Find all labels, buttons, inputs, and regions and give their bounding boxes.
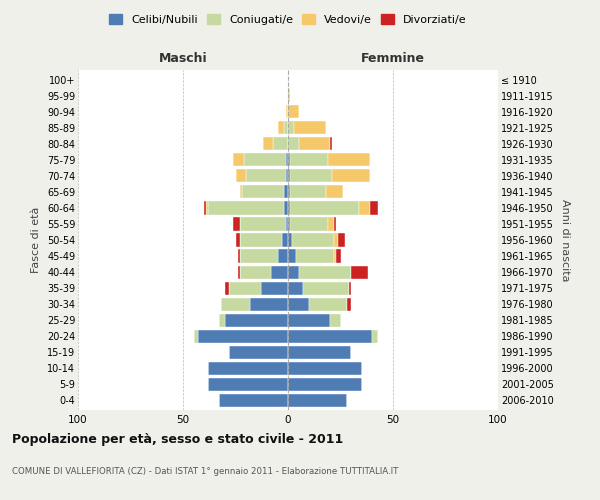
Bar bbox=[208, 202, 284, 214]
Bar bbox=[240, 266, 271, 278]
Bar bbox=[204, 202, 206, 214]
Bar bbox=[271, 266, 288, 278]
Bar bbox=[288, 378, 361, 391]
Bar bbox=[282, 234, 288, 246]
Bar bbox=[288, 298, 309, 310]
Y-axis label: Anni di nascita: Anni di nascita bbox=[560, 198, 571, 281]
Bar bbox=[238, 266, 240, 278]
Bar bbox=[347, 298, 351, 310]
Bar bbox=[242, 186, 284, 198]
Bar bbox=[235, 234, 240, 246]
Bar bbox=[290, 170, 332, 182]
Bar bbox=[277, 250, 288, 262]
Bar bbox=[290, 218, 328, 230]
Bar bbox=[277, 121, 284, 134]
Bar bbox=[288, 394, 347, 407]
Bar bbox=[288, 314, 330, 327]
Bar bbox=[240, 250, 277, 262]
Bar bbox=[233, 218, 240, 230]
Bar bbox=[299, 266, 351, 278]
Bar bbox=[284, 121, 288, 134]
Bar bbox=[288, 330, 372, 343]
Bar bbox=[239, 218, 286, 230]
Bar bbox=[235, 170, 246, 182]
Bar bbox=[290, 202, 359, 214]
Legend: Celibi/Nubili, Coniugati/e, Vedovi/e, Divorziati/e: Celibi/Nubili, Coniugati/e, Vedovi/e, Di… bbox=[106, 10, 470, 28]
Bar bbox=[328, 218, 334, 230]
Bar bbox=[288, 250, 296, 262]
Bar bbox=[240, 186, 242, 198]
Bar bbox=[338, 234, 345, 246]
Bar bbox=[288, 186, 290, 198]
Bar bbox=[349, 282, 351, 294]
Y-axis label: Fasce di età: Fasce di età bbox=[31, 207, 41, 273]
Bar bbox=[221, 298, 250, 310]
Bar bbox=[225, 314, 288, 327]
Bar bbox=[328, 153, 370, 166]
Bar bbox=[286, 105, 288, 118]
Bar bbox=[288, 137, 299, 150]
Bar bbox=[286, 170, 288, 182]
Bar bbox=[260, 282, 288, 294]
Bar bbox=[208, 378, 288, 391]
Bar bbox=[326, 186, 343, 198]
Bar bbox=[303, 282, 349, 294]
Bar bbox=[229, 282, 260, 294]
Bar bbox=[296, 250, 334, 262]
Bar bbox=[238, 250, 240, 262]
Bar bbox=[288, 153, 290, 166]
Bar bbox=[284, 202, 288, 214]
Bar bbox=[250, 298, 288, 310]
Bar bbox=[193, 330, 198, 343]
Bar bbox=[288, 170, 290, 182]
Bar bbox=[334, 250, 337, 262]
Bar bbox=[244, 153, 286, 166]
Bar bbox=[233, 153, 244, 166]
Bar bbox=[290, 186, 326, 198]
Bar bbox=[359, 202, 370, 214]
Bar bbox=[198, 330, 288, 343]
Bar bbox=[274, 137, 288, 150]
Bar bbox=[288, 202, 290, 214]
Bar bbox=[225, 282, 229, 294]
Bar bbox=[288, 362, 361, 375]
Text: Femmine: Femmine bbox=[361, 52, 425, 65]
Bar bbox=[208, 362, 288, 375]
Bar bbox=[290, 153, 328, 166]
Bar bbox=[332, 170, 370, 182]
Bar bbox=[240, 234, 282, 246]
Bar bbox=[292, 234, 334, 246]
Bar bbox=[206, 202, 208, 214]
Bar bbox=[295, 121, 326, 134]
Bar bbox=[218, 314, 225, 327]
Bar bbox=[299, 137, 330, 150]
Bar bbox=[288, 121, 295, 134]
Text: Popolazione per età, sesso e stato civile - 2011: Popolazione per età, sesso e stato civil… bbox=[12, 432, 343, 446]
Bar bbox=[309, 298, 347, 310]
Text: COMUNE DI VALLEFIORITA (CZ) - Dati ISTAT 1° gennaio 2011 - Elaborazione TUTTITAL: COMUNE DI VALLEFIORITA (CZ) - Dati ISTAT… bbox=[12, 468, 398, 476]
Bar bbox=[246, 170, 286, 182]
Bar bbox=[288, 218, 290, 230]
Text: Maschi: Maschi bbox=[158, 52, 208, 65]
Bar bbox=[370, 202, 379, 214]
Bar bbox=[229, 346, 288, 359]
Bar bbox=[334, 218, 337, 230]
Bar bbox=[334, 234, 338, 246]
Bar bbox=[263, 137, 274, 150]
Bar bbox=[372, 330, 379, 343]
Bar bbox=[218, 394, 288, 407]
Bar bbox=[286, 153, 288, 166]
Bar bbox=[330, 314, 341, 327]
Bar bbox=[288, 105, 299, 118]
Bar bbox=[286, 218, 288, 230]
Bar bbox=[337, 250, 341, 262]
Bar bbox=[351, 266, 368, 278]
Bar bbox=[288, 346, 351, 359]
Bar bbox=[288, 266, 299, 278]
Bar bbox=[330, 137, 332, 150]
Bar bbox=[288, 234, 292, 246]
Bar bbox=[284, 186, 288, 198]
Bar bbox=[288, 89, 290, 102]
Bar bbox=[288, 282, 303, 294]
